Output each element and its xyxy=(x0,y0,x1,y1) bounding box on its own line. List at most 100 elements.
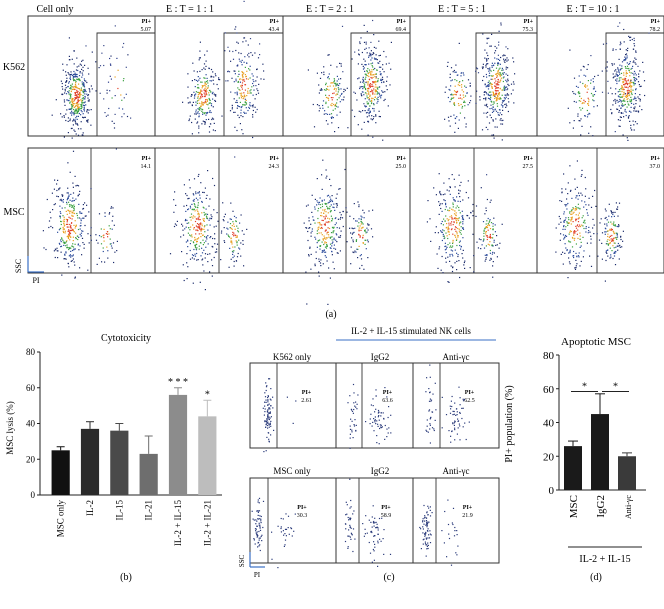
event-dot xyxy=(174,223,176,225)
event-dot xyxy=(59,217,61,219)
event-dot xyxy=(626,67,628,70)
event-dot xyxy=(617,119,619,121)
event-dot xyxy=(452,523,454,526)
event-dot xyxy=(67,236,69,238)
event-dot xyxy=(104,212,106,214)
event-dot xyxy=(489,95,491,97)
event-dot xyxy=(328,99,330,101)
event-dot xyxy=(197,227,199,229)
event-dot xyxy=(432,393,434,395)
event-dot xyxy=(70,96,72,98)
event-dot xyxy=(75,122,77,124)
event-dot xyxy=(462,199,464,201)
event-dot xyxy=(460,246,462,248)
event-dot xyxy=(349,507,351,509)
event-dot xyxy=(239,60,241,62)
event-dot xyxy=(101,52,103,54)
event-dot xyxy=(320,212,322,214)
event-dot xyxy=(574,268,577,270)
event-dot xyxy=(194,245,196,247)
event-dot xyxy=(72,230,75,232)
event-dot xyxy=(588,101,590,103)
event-dot xyxy=(203,85,205,87)
event-dot xyxy=(618,258,620,260)
d-y-tick-label: 0 xyxy=(549,485,555,497)
event-dot xyxy=(82,104,85,106)
event-dot xyxy=(485,64,487,66)
event-dot xyxy=(563,238,565,240)
event-dot xyxy=(624,66,626,68)
event-dot xyxy=(85,104,87,106)
event-dot xyxy=(213,76,215,78)
event-dot xyxy=(74,112,76,114)
event-dot xyxy=(323,73,325,76)
event-dot xyxy=(463,261,465,264)
event-dot xyxy=(497,96,499,98)
event-dot xyxy=(380,424,382,426)
event-dot xyxy=(481,66,483,68)
event-dot xyxy=(620,236,622,238)
event-dot xyxy=(368,109,370,111)
event-dot xyxy=(370,521,372,523)
event-dot xyxy=(66,246,68,248)
event-dot xyxy=(386,76,388,78)
event-dot xyxy=(352,241,354,243)
event-dot xyxy=(485,97,487,99)
event-dot xyxy=(110,78,112,80)
event-dot xyxy=(332,230,334,232)
event-dot xyxy=(631,38,633,41)
event-dot xyxy=(333,239,335,241)
event-dot xyxy=(232,231,234,233)
event-dot xyxy=(628,95,630,97)
row-label-msc: MSC xyxy=(3,207,24,218)
event-dot xyxy=(232,233,234,236)
event-dot xyxy=(76,73,78,76)
event-dot xyxy=(450,85,452,87)
event-dot xyxy=(459,244,461,247)
event-dot xyxy=(377,542,379,544)
event-dot xyxy=(272,396,274,398)
event-dot xyxy=(627,87,629,89)
event-dot xyxy=(623,41,625,43)
event-dot xyxy=(449,125,451,127)
event-dot xyxy=(604,233,606,235)
event-dot xyxy=(209,80,211,82)
event-dot xyxy=(381,90,383,92)
event-dot xyxy=(373,110,375,112)
event-dot xyxy=(569,249,571,251)
event-dot xyxy=(249,90,251,92)
event-dot xyxy=(451,97,453,99)
event-dot xyxy=(571,236,574,239)
event-dot xyxy=(381,76,384,78)
event-dot xyxy=(368,87,370,89)
event-dot xyxy=(205,246,207,248)
event-dot xyxy=(205,92,207,94)
event-dot xyxy=(75,69,78,71)
group-label: IL-2 + IL-15 xyxy=(579,554,630,565)
event-dot xyxy=(319,239,321,241)
event-dot xyxy=(461,407,463,409)
event-dot xyxy=(447,523,450,526)
event-dot xyxy=(73,118,75,120)
event-dot xyxy=(487,85,489,88)
event-dot xyxy=(82,208,84,210)
event-dot xyxy=(457,218,459,220)
event-dot xyxy=(489,98,491,100)
event-dot xyxy=(625,57,627,59)
event-dot xyxy=(382,412,384,414)
event-dot xyxy=(496,94,498,97)
event-dot xyxy=(623,100,625,102)
event-dot xyxy=(461,84,463,86)
event-dot xyxy=(593,100,595,102)
event-dot xyxy=(242,75,244,78)
event-dot xyxy=(198,219,200,221)
event-dot xyxy=(456,90,459,92)
event-dot xyxy=(60,239,62,241)
event-dot xyxy=(490,104,492,106)
event-dot xyxy=(245,112,247,114)
event-dot xyxy=(380,78,382,80)
event-dot xyxy=(259,525,261,527)
event-dot xyxy=(500,123,502,125)
event-dot xyxy=(353,91,355,93)
event-dot xyxy=(187,97,189,99)
